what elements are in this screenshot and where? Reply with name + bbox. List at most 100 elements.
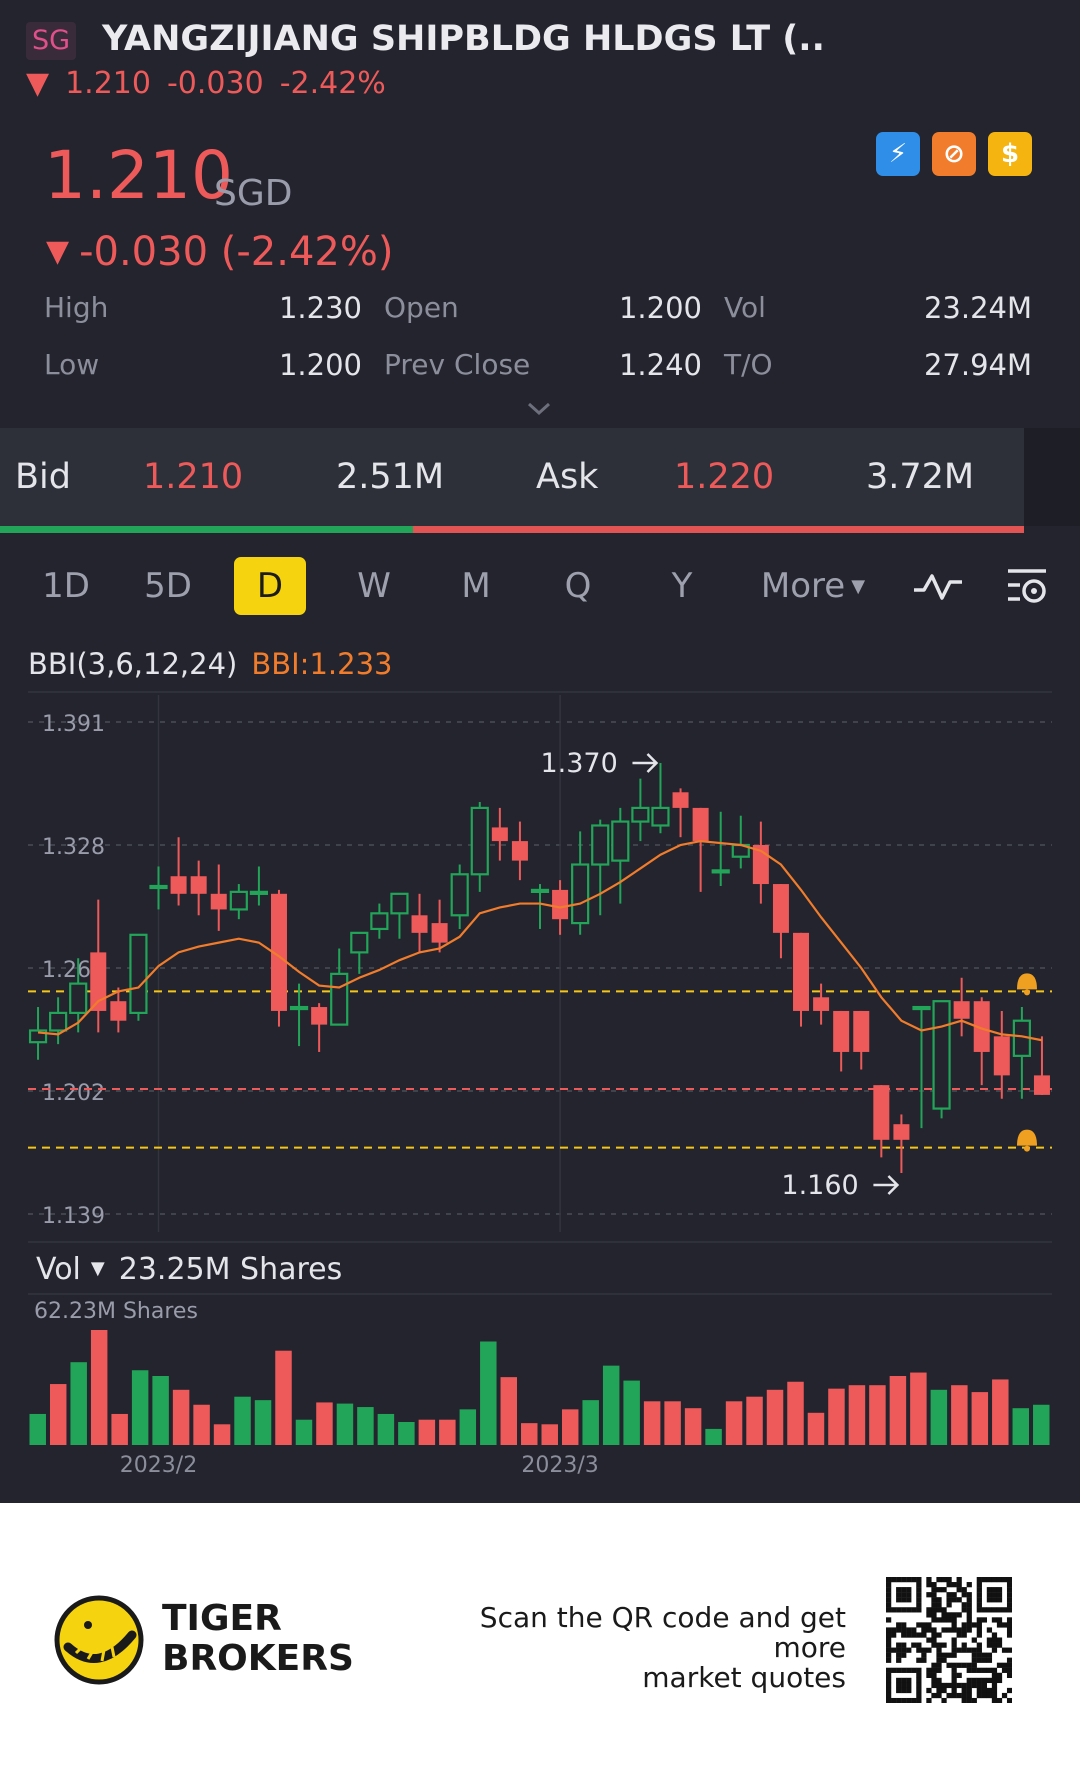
candle xyxy=(270,889,287,1027)
chevron-down-icon[interactable] xyxy=(526,396,552,422)
candle xyxy=(813,983,830,1025)
candle xyxy=(731,815,750,869)
tab-more-label: More xyxy=(760,566,846,606)
tab-quarter[interactable]: Q xyxy=(564,566,592,606)
indicator-label[interactable]: BBI(3,6,12,24) BBI:1.233 xyxy=(28,646,392,682)
candle xyxy=(571,831,590,935)
volume-bar xyxy=(418,1419,436,1445)
volume-bar xyxy=(807,1412,825,1445)
candle xyxy=(873,1085,890,1158)
scan-line-1: Scan the QR code and get more xyxy=(479,1601,846,1664)
candle xyxy=(210,864,227,931)
volume-bar xyxy=(869,1385,886,1445)
vol-value: 23.24M xyxy=(923,291,1032,325)
share-footer: TIGER BROKERS Scan the QR code and get m… xyxy=(0,1503,1080,1775)
volume-bar xyxy=(213,1424,231,1445)
tab-year[interactable]: Y xyxy=(671,566,693,606)
x-axis-labels: 2023/2 2023/3 xyxy=(120,1453,599,1478)
bbi-params: BBI(3,6,12,24) xyxy=(28,647,238,681)
brand-line-1: TIGER xyxy=(162,1598,282,1639)
volume-bar xyxy=(889,1376,907,1445)
tiger-brokers-logo xyxy=(54,1595,144,1685)
candle xyxy=(692,807,709,892)
volume-bar xyxy=(111,1413,128,1445)
candle xyxy=(752,821,769,904)
tab-day[interactable]: D xyxy=(234,557,306,615)
chart-settings-icon[interactable] xyxy=(1004,565,1050,607)
candle xyxy=(631,778,650,842)
candle xyxy=(311,1003,328,1052)
candle xyxy=(450,864,469,929)
volume-bar xyxy=(787,1381,804,1445)
volume-bar xyxy=(172,1389,190,1445)
high-value: 1.230 xyxy=(278,291,362,325)
y-tick-label: 1.391 xyxy=(42,712,105,737)
candle xyxy=(793,932,810,1027)
arrow-right-icon xyxy=(632,753,659,773)
volume-bar xyxy=(992,1379,1009,1445)
bid-ask-bar: Bid 1.210 2.51M Ask 1.220 3.72M xyxy=(0,428,1024,526)
sub-quote-line: ▼ 1.210 -0.030 -2.42% xyxy=(26,64,402,104)
candle xyxy=(591,819,610,916)
candle xyxy=(149,866,168,910)
y-tick-label: 1.202 xyxy=(42,1081,105,1106)
volume-header[interactable]: Vol ▼ 23.25M Shares xyxy=(36,1250,342,1289)
vol-label: Vol xyxy=(724,291,766,324)
lightning-badge-icon[interactable]: ⚡ xyxy=(876,132,920,176)
bid-price: 1.210 xyxy=(143,457,244,497)
tab-month[interactable]: M xyxy=(461,566,491,606)
volume-bar xyxy=(459,1409,477,1445)
candle xyxy=(1033,1036,1050,1095)
volume-bar xyxy=(439,1419,456,1445)
dollar-badge-icon[interactable]: $ xyxy=(988,132,1032,176)
volume-bar xyxy=(357,1407,374,1445)
last-price: 1.210 xyxy=(44,137,233,214)
candle xyxy=(853,1010,870,1070)
x-tick-label: 2023/3 xyxy=(521,1453,598,1478)
bbi-polyline xyxy=(37,839,1043,1042)
volume-bar xyxy=(664,1401,681,1445)
volume-bar xyxy=(1012,1408,1030,1445)
candle xyxy=(772,884,789,959)
bid-label: Bid xyxy=(15,457,71,497)
prev-close-label: Prev Close xyxy=(384,348,531,381)
tab-more[interactable]: More ▼ xyxy=(758,557,868,615)
volume-bar xyxy=(848,1385,866,1445)
caret-down-icon: ▼ xyxy=(851,576,866,597)
stock-title[interactable]: YANGZIJIANG SHIPBLDG HLDGS LT (.. xyxy=(102,19,825,59)
sub-change-pct: -2.42% xyxy=(279,66,386,101)
volume-bar xyxy=(951,1385,968,1445)
tab-5d[interactable]: 5D xyxy=(144,566,192,606)
tab-week[interactable]: W xyxy=(357,566,391,606)
no-short-badge-icon[interactable]: ⊘ xyxy=(932,132,976,176)
candle xyxy=(390,892,409,939)
volume-bar xyxy=(602,1365,620,1445)
candle xyxy=(170,837,187,906)
volume-bar xyxy=(971,1392,989,1445)
volume-bar xyxy=(541,1424,558,1445)
candle xyxy=(973,997,990,1086)
price-change: ▼ -0.030 (-2.42%) xyxy=(46,226,393,278)
volume-bar xyxy=(377,1413,395,1445)
tab-1d[interactable]: 1D xyxy=(42,566,90,606)
volume-bar xyxy=(29,1413,46,1445)
candle xyxy=(953,977,970,1037)
turnover-label: T/O xyxy=(724,348,773,381)
brand-name: TIGER BROKERS xyxy=(162,1599,354,1679)
extreme-label: 1.160 xyxy=(781,1170,858,1201)
volume-bar xyxy=(623,1380,640,1445)
ask-price: 1.220 xyxy=(674,457,775,497)
candle xyxy=(711,811,730,886)
y-tick-label: 1.139 xyxy=(42,1204,105,1229)
indicator-icon[interactable] xyxy=(912,568,964,604)
volume-bar xyxy=(234,1396,251,1445)
open-value: 1.200 xyxy=(618,291,702,325)
sub-price: 1.210 xyxy=(65,66,151,101)
volume-bar xyxy=(500,1377,518,1445)
volume-bar xyxy=(336,1403,354,1445)
candle xyxy=(833,1010,850,1072)
currency-label: SGD xyxy=(214,173,293,214)
volume-bar xyxy=(643,1401,661,1445)
y-tick-label: 1.328 xyxy=(42,835,105,860)
